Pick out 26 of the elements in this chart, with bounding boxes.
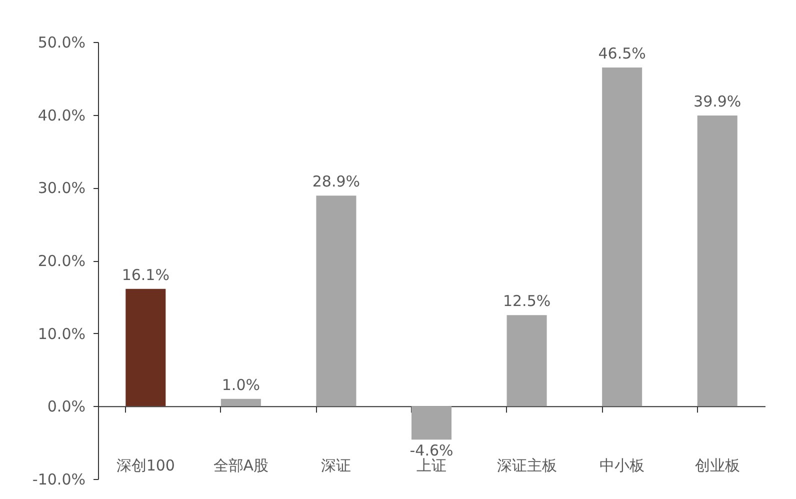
bar <box>506 315 547 406</box>
x-tick-label: 创业板 <box>694 456 740 475</box>
bar <box>411 406 452 440</box>
y-tick-label: 50.0% <box>38 34 86 52</box>
y-tick-label: 20.0% <box>38 252 86 270</box>
bar <box>126 288 166 406</box>
x-tick-label: 深证 <box>321 456 352 475</box>
y-tick-label: -10.0% <box>32 470 86 488</box>
y-tick-label: 30.0% <box>38 179 86 198</box>
x-tick-label: 全部A股 <box>213 456 269 475</box>
data-label: 46.5% <box>598 44 646 62</box>
y-tick-label: 10.0% <box>38 324 86 343</box>
y-tick-label: 40.0% <box>38 106 86 124</box>
data-label: 28.9% <box>312 172 360 191</box>
bar <box>220 398 261 406</box>
x-tick-label: 深创100 <box>116 456 175 475</box>
bar <box>697 116 738 406</box>
x-tick-label: 深证主板 <box>496 456 557 475</box>
bar <box>316 196 356 406</box>
data-label: 12.5% <box>502 292 551 310</box>
bar <box>602 67 642 406</box>
data-label: 39.9% <box>694 92 742 111</box>
data-label: 1.0% <box>222 376 260 394</box>
x-tick-label: 中小板 <box>600 456 645 475</box>
y-tick-label: 0.0% <box>47 398 86 416</box>
data-label: 16.1% <box>122 266 170 284</box>
